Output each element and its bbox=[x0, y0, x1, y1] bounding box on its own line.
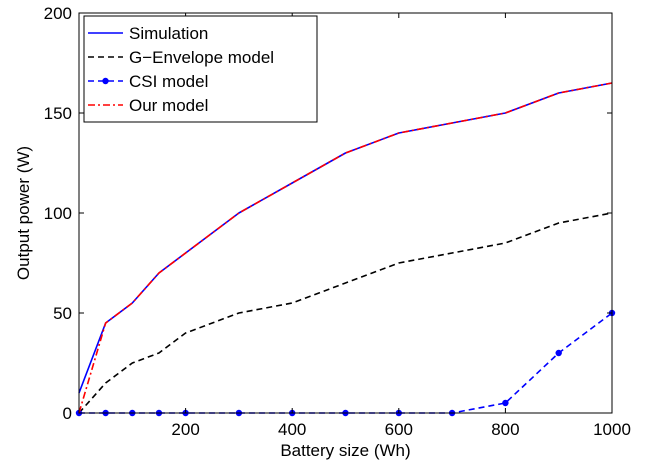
x-tick-label: 1000 bbox=[593, 420, 631, 439]
legend-label: Our model bbox=[129, 96, 208, 115]
tick-labels-layer: 200 400 600 800 1000 0 50 100 150 200 bbox=[44, 4, 631, 439]
x-tick-label: 600 bbox=[385, 420, 413, 439]
y-tick-label: 150 bbox=[44, 104, 72, 123]
y-tick-label: 100 bbox=[44, 204, 72, 223]
y-axis-title: Output power (W) bbox=[14, 146, 33, 280]
legend-entries: Simulation G−Envelope model CSI model Our m… bbox=[88, 24, 274, 115]
legend-label: G−Envelope model bbox=[129, 48, 274, 67]
legend-label: CSI model bbox=[129, 72, 208, 91]
series-point bbox=[502, 399, 509, 407]
x-tick-label: 800 bbox=[491, 420, 519, 439]
y-tick-label: 50 bbox=[53, 304, 72, 323]
legend: Simulation G−Envelope model CSI model Our m… bbox=[83, 15, 318, 123]
series-line bbox=[78, 82, 613, 394]
legend-label: Simulation bbox=[129, 24, 208, 43]
x-tick-label: 400 bbox=[278, 420, 306, 439]
y-tick-label: 200 bbox=[44, 4, 72, 23]
series-line bbox=[78, 212, 613, 414]
x-tick-label: 200 bbox=[171, 420, 199, 439]
series-point bbox=[555, 349, 562, 357]
y-tick-label: 0 bbox=[63, 404, 72, 423]
x-axis-title: Battery size (Wh) bbox=[280, 441, 410, 460]
legend-marker bbox=[102, 77, 109, 85]
ticks-layer bbox=[79, 12, 613, 414]
